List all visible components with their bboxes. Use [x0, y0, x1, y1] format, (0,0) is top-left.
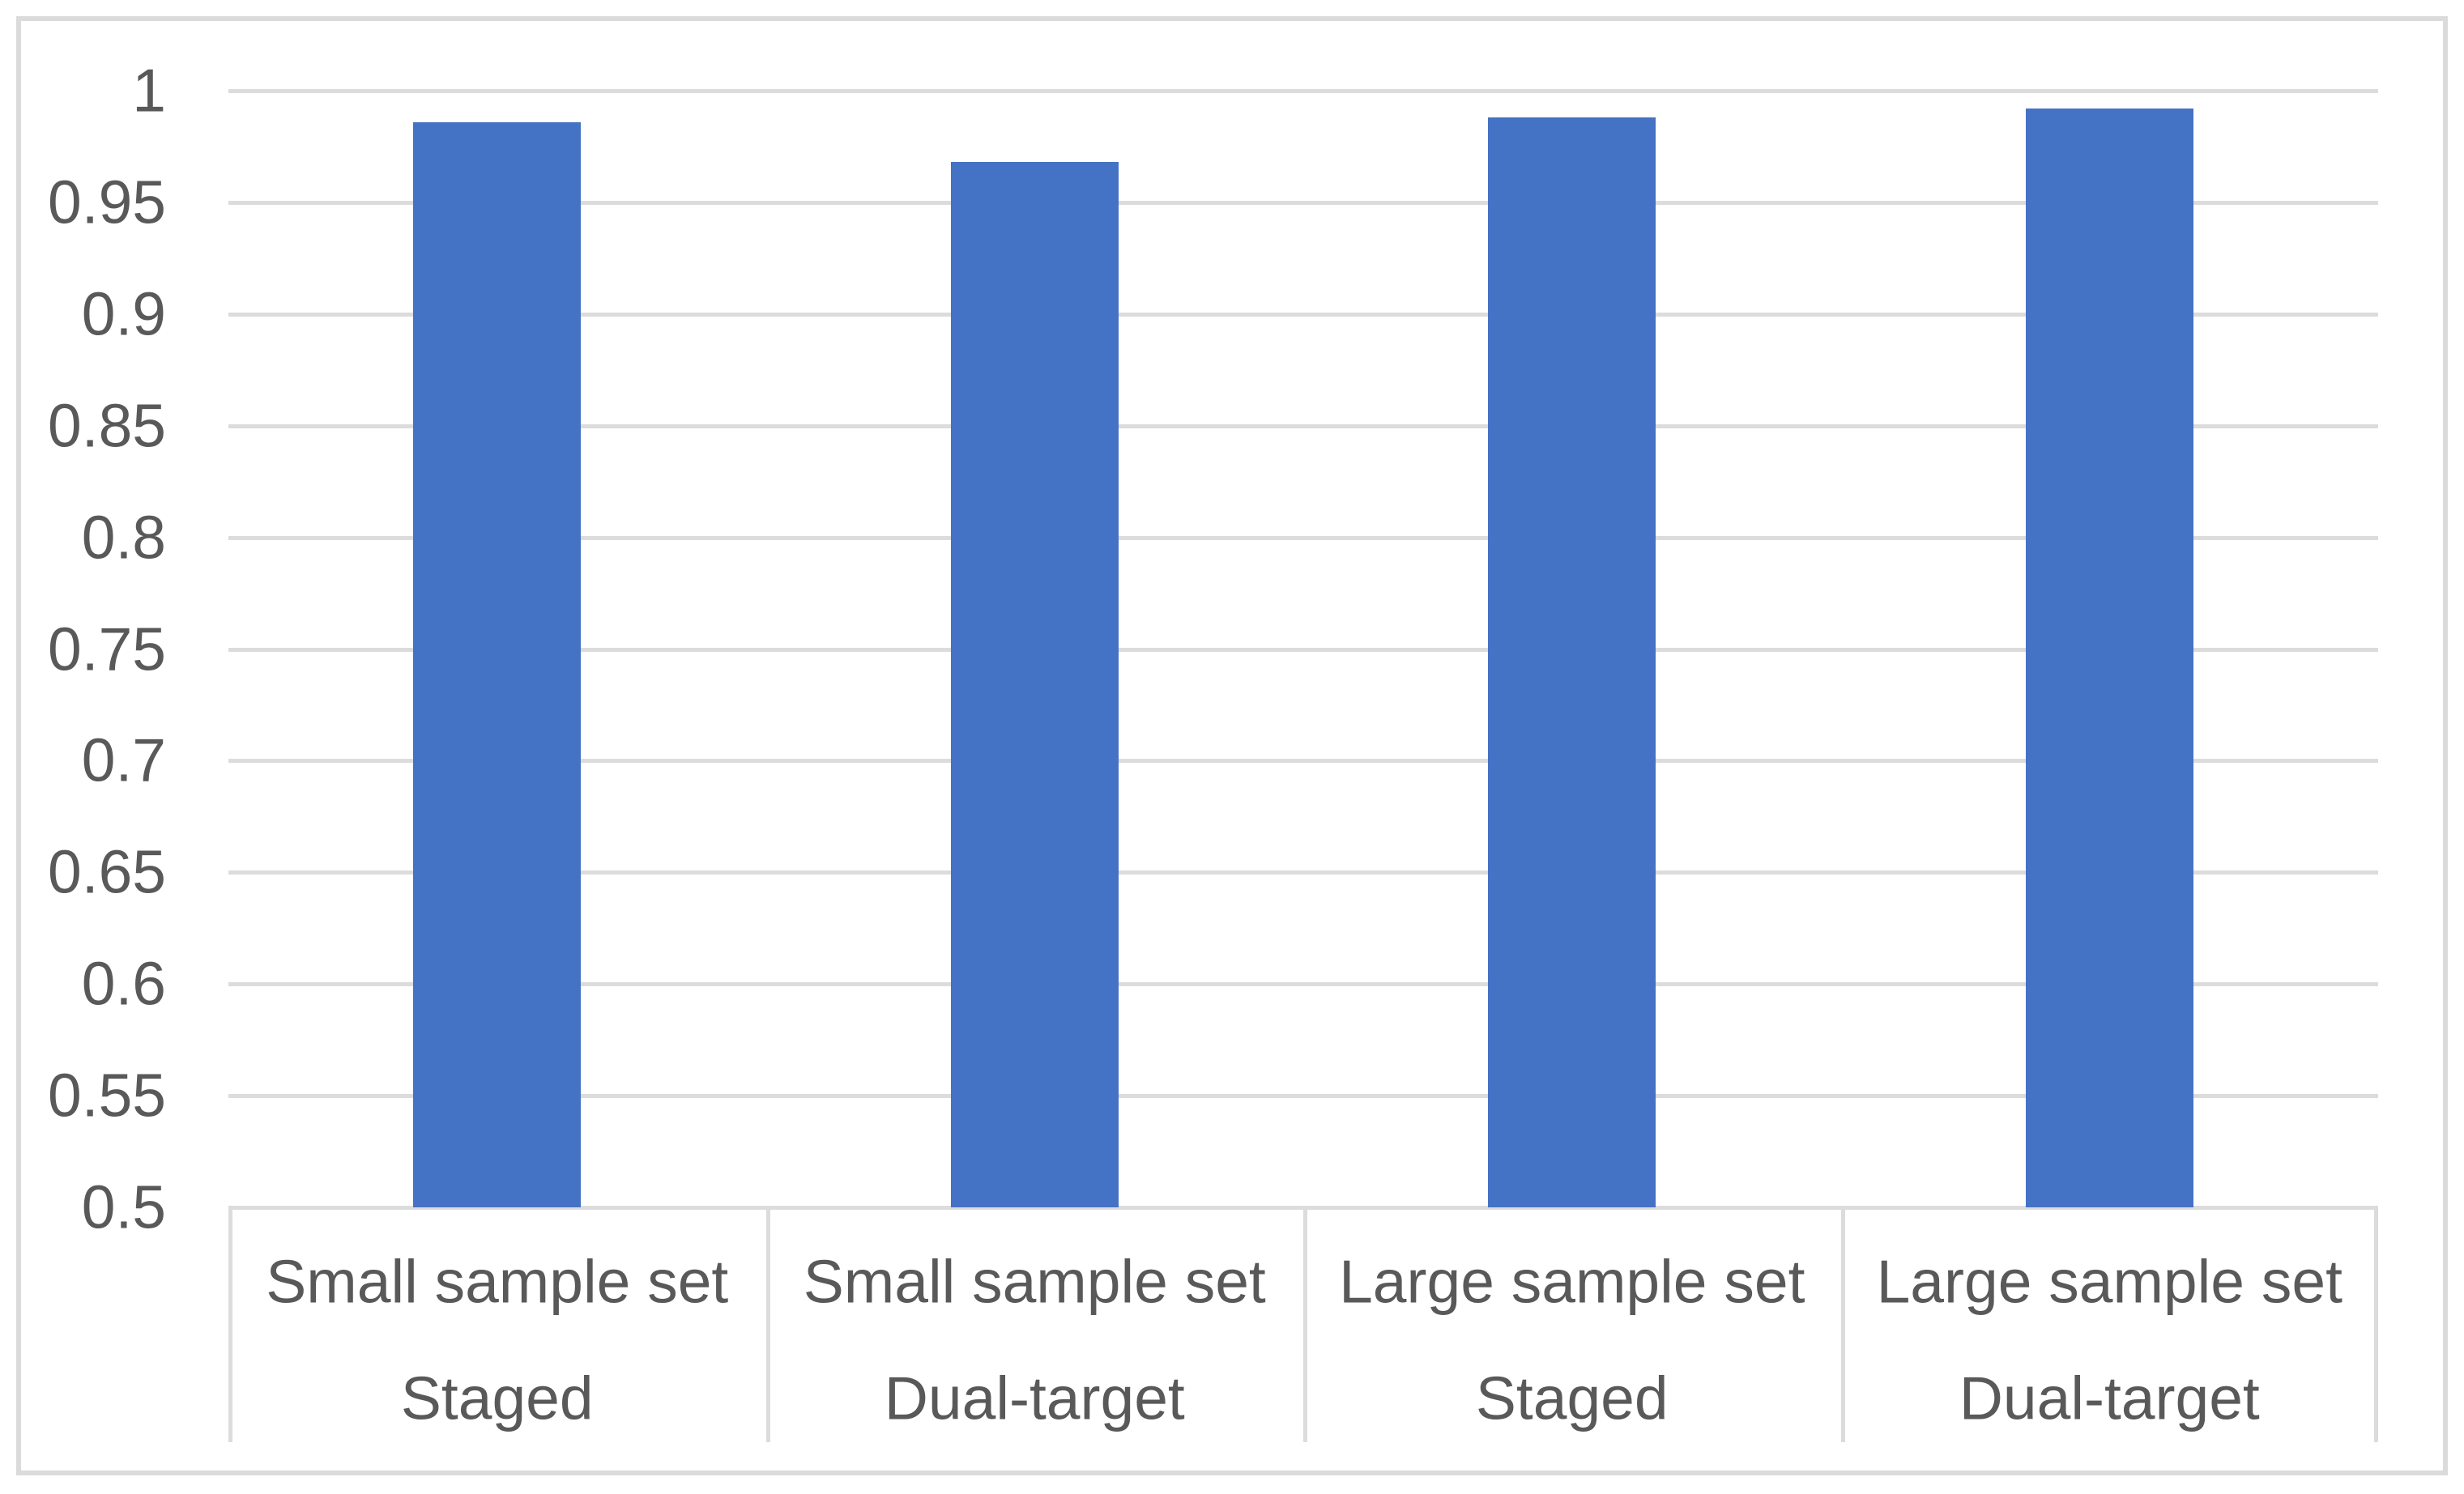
y-axis-tick-label: 1: [132, 56, 166, 125]
category-label-group: Large sample set: [1876, 1247, 2343, 1316]
category-cell-border: [766, 1207, 770, 1442]
gridline: [228, 424, 2378, 428]
gridline: [228, 1094, 2378, 1098]
y-axis-tick-label: 0.85: [48, 391, 166, 460]
category-label-variant: Dual-target: [1959, 1364, 2260, 1432]
category-label-group: Large sample set: [1339, 1247, 1805, 1316]
category-cell-border: [2374, 1207, 2378, 1442]
y-axis-tick-label: 0.9: [81, 279, 166, 348]
category-cell-border: [228, 1207, 232, 1442]
gridline: [228, 89, 2378, 93]
gridline: [228, 870, 2378, 875]
bar: [2026, 109, 2193, 1207]
bar: [1488, 117, 1656, 1207]
category-cell-border: [1841, 1207, 1845, 1442]
category-label-variant: Dual-target: [884, 1364, 1185, 1432]
gridline: [228, 201, 2378, 205]
category-cell-border: [1303, 1207, 1307, 1442]
category-label-variant: Staged: [400, 1364, 594, 1432]
gridline: [228, 536, 2378, 540]
category-label-group: Small sample set: [803, 1247, 1266, 1316]
y-axis-tick-label: 0.6: [81, 949, 166, 1018]
y-axis-tick-label: 0.7: [81, 726, 166, 794]
category-label-variant: Staged: [1475, 1364, 1669, 1432]
gridline: [228, 648, 2378, 652]
bar: [413, 122, 581, 1207]
bar: [951, 162, 1119, 1207]
y-axis-tick-label: 0.55: [48, 1061, 166, 1130]
y-axis-tick-label: 0.8: [81, 503, 166, 572]
category-label-group: Small sample set: [266, 1247, 729, 1316]
y-axis-tick-label: 0.95: [48, 168, 166, 236]
y-axis-tick-label: 0.75: [48, 615, 166, 683]
gridline: [228, 313, 2378, 317]
y-axis-tick-label: 0.5: [81, 1173, 166, 1241]
y-axis-tick-label: 0.65: [48, 837, 166, 906]
gridline: [228, 759, 2378, 763]
gridline: [228, 982, 2378, 986]
